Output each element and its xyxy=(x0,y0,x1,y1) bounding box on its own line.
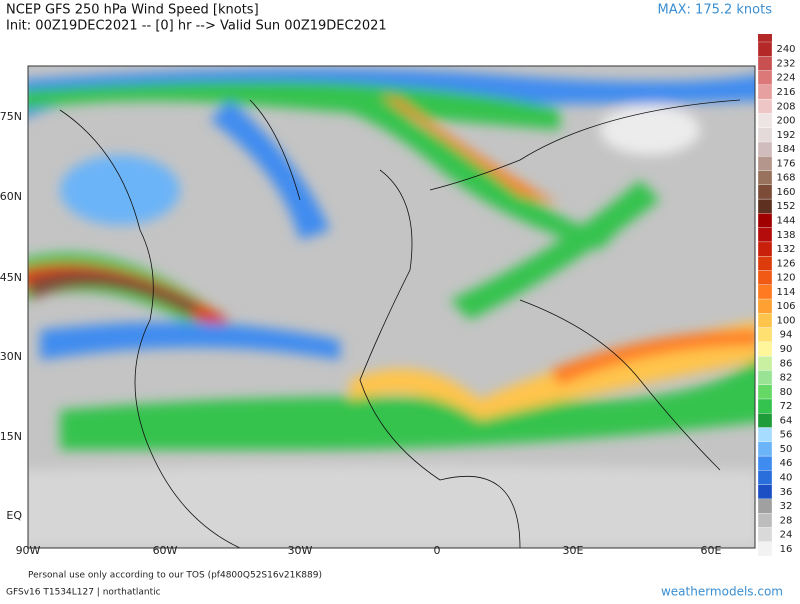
colorbar-label: 208 xyxy=(776,101,795,112)
colorbar-cell xyxy=(757,384,773,400)
colorbar-cell xyxy=(757,413,773,428)
colorbar-cell xyxy=(757,56,773,71)
colorbar-cell xyxy=(757,256,773,271)
colorbar-label: 90 xyxy=(780,344,793,355)
latitude-label: 75N xyxy=(0,110,22,123)
colorbar-label: 24 xyxy=(780,530,793,541)
colorbar-label: 82 xyxy=(780,373,793,384)
colorbar-cell xyxy=(757,498,773,514)
colorbar-cell xyxy=(757,98,773,114)
colorbar-label: 152 xyxy=(776,201,795,212)
latitude-label: 60N xyxy=(0,190,22,203)
colorbar-label: 106 xyxy=(776,301,795,312)
colorbar-cell xyxy=(757,513,773,528)
colorbar-cell xyxy=(757,84,773,100)
colorbar-label: 126 xyxy=(776,258,795,269)
colorbar-cell xyxy=(757,113,773,128)
colorbar-label: 100 xyxy=(776,315,795,326)
colorbar-label: 36 xyxy=(780,487,793,498)
colorbar-cell xyxy=(757,198,773,214)
colorbar-cell xyxy=(757,141,773,157)
colorbar-label: 16 xyxy=(780,544,793,555)
latitude-label: EQ xyxy=(6,509,22,522)
colorbar-label: 192 xyxy=(776,130,795,141)
colorbar-label: 224 xyxy=(776,73,795,84)
colorbar-cell xyxy=(757,156,773,171)
longitude-label: 0 xyxy=(434,544,441,557)
colorbar-cell xyxy=(757,127,773,143)
colorbar-label: 144 xyxy=(776,215,795,226)
colorbar-cell xyxy=(757,213,773,228)
colorbar-cell xyxy=(757,355,773,371)
latitude-label: 30N xyxy=(0,350,22,363)
colorbar-label: 132 xyxy=(776,244,795,255)
latitude-label: 15N xyxy=(0,430,22,443)
longitude-label: 30W xyxy=(288,544,313,557)
colorbar-cap xyxy=(758,34,772,42)
colorbar-cell xyxy=(757,170,773,185)
colorbar-label: 200 xyxy=(776,116,795,127)
colorbar-cell xyxy=(757,284,773,300)
longitude-label: 30E xyxy=(563,544,584,557)
colorbar-cell xyxy=(757,398,773,414)
colorbar-cell xyxy=(757,298,773,314)
colorbar-label: 138 xyxy=(776,230,795,241)
colorbar-cell xyxy=(757,527,773,542)
longitude-label: 60E xyxy=(701,544,722,557)
longitude-label: 60W xyxy=(153,544,178,557)
colorbar-label: 240 xyxy=(776,44,795,55)
map xyxy=(28,66,755,548)
colorbar-label: 28 xyxy=(780,515,793,526)
brand: weathermodels.com xyxy=(661,585,783,599)
tos-note: Personal use only according to our TOS (… xyxy=(28,571,322,581)
colorbar-label: 160 xyxy=(776,187,795,198)
model-info: GFSv16 T1534L127 | northatlantic xyxy=(6,588,161,598)
map-frame xyxy=(27,65,756,549)
colorbar-label: 86 xyxy=(780,358,793,369)
colorbar-cell xyxy=(757,541,773,557)
colorbar-label: 94 xyxy=(780,330,793,341)
colorbar-label: 72 xyxy=(780,401,793,412)
colorbar-label: 232 xyxy=(776,58,795,69)
colorbar-cell xyxy=(757,227,773,243)
colorbar-label: 46 xyxy=(780,458,793,469)
colorbar-label: 40 xyxy=(780,472,793,483)
colorbar-cell xyxy=(757,341,773,357)
colorbar-cell xyxy=(757,441,773,457)
colorbar-label: 168 xyxy=(776,173,795,184)
colorbar-cell xyxy=(757,241,773,257)
longitude-label: 90W xyxy=(16,544,41,557)
colorbar-cell xyxy=(757,184,773,200)
colorbar-cell xyxy=(757,455,773,471)
colorbar-label: 64 xyxy=(780,415,793,426)
colorbar-cell xyxy=(757,270,773,285)
latitude-label: 45N xyxy=(0,271,22,284)
colorbar-label: 50 xyxy=(780,444,793,455)
colorbar-cell xyxy=(757,327,773,342)
colorbar-cell xyxy=(757,470,773,485)
colorbar-label: 216 xyxy=(776,87,795,98)
colorbar-label: 56 xyxy=(780,430,793,441)
colorbar-label: 80 xyxy=(780,387,793,398)
colorbar-label: 184 xyxy=(776,144,795,155)
colorbar-cell xyxy=(757,41,773,57)
colorbar-label: 114 xyxy=(776,287,795,298)
colorbar-cell xyxy=(757,70,773,85)
colorbar-label: 176 xyxy=(776,158,795,169)
init-time: Init: 00Z19DEC2021 -- [0] hr --> Valid S… xyxy=(6,19,387,34)
colorbar-label: 120 xyxy=(776,273,795,284)
max-wind: MAX: 175.2 knots xyxy=(658,3,773,18)
colorbar-cell xyxy=(757,370,773,385)
colorbar-cell xyxy=(757,427,773,442)
colorbar-label: 32 xyxy=(780,501,793,512)
title: NCEP GFS 250 hPa Wind Speed [knots] xyxy=(6,3,259,18)
colorbar-cell xyxy=(757,484,773,500)
colorbar-cell xyxy=(757,313,773,328)
